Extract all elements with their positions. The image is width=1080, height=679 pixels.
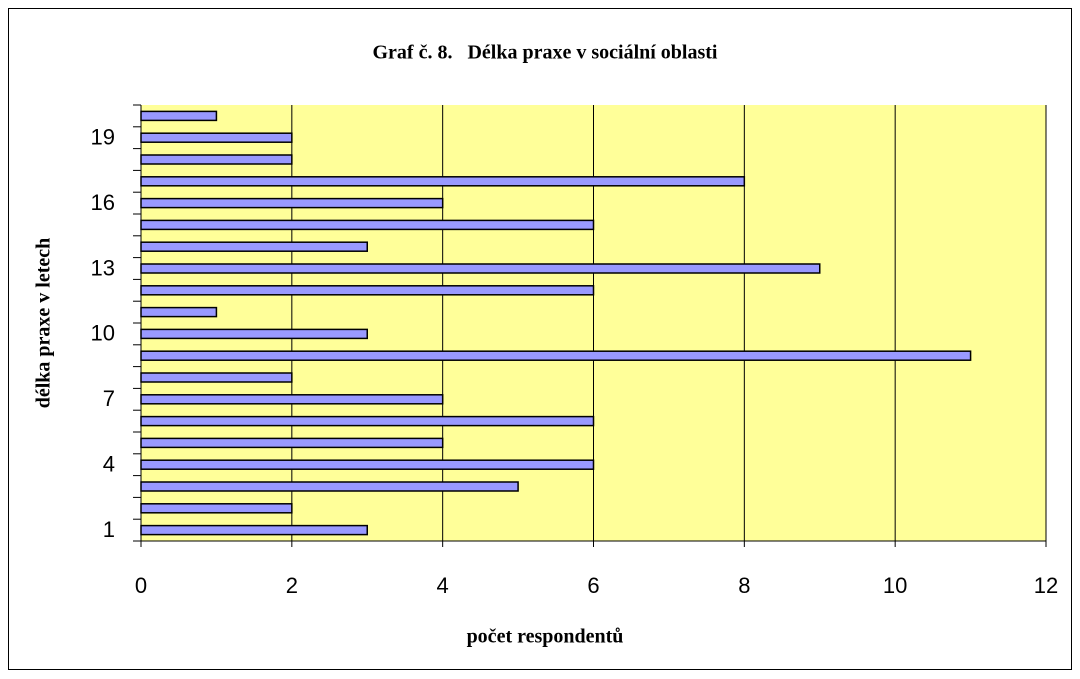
y-axis-label: délka praxe v letech: [33, 238, 55, 409]
x-tick-label: 8: [738, 573, 750, 598]
y-tick-label: 10: [91, 321, 115, 346]
y-tick-label: 19: [91, 125, 115, 150]
bar: [140, 394, 444, 405]
x-tick-label: 10: [883, 573, 907, 598]
bar: [140, 350, 972, 361]
bar: [140, 132, 293, 143]
y-tick-label: 1: [103, 517, 115, 542]
bar: [140, 459, 595, 470]
x-tick-label: 2: [286, 573, 298, 598]
bar: [140, 285, 595, 296]
bar: [140, 241, 368, 252]
x-tick-label: 0: [135, 573, 147, 598]
bar: [140, 197, 444, 209]
bar: [140, 372, 293, 383]
y-tick-label: 7: [103, 386, 115, 411]
x-tick-label: 6: [587, 573, 599, 598]
x-tick-label: 4: [437, 573, 449, 598]
bar: [140, 503, 293, 514]
bar: [140, 154, 293, 165]
bar: [140, 110, 218, 122]
bar: [140, 263, 821, 274]
bar: [140, 437, 444, 449]
bar: [140, 219, 595, 231]
bar: [140, 524, 368, 536]
y-tick-label: 16: [91, 190, 115, 215]
y-tick-label: 4: [103, 452, 115, 477]
x-tick-label: 12: [1034, 573, 1058, 598]
x-axis-label: počet respondentů: [467, 626, 624, 648]
bar: [140, 306, 218, 318]
chart-title: Graf č. 8. Délka praxe v sociální oblast…: [373, 42, 718, 64]
bar: [140, 415, 595, 427]
bar: [140, 328, 368, 340]
y-tick-label: 13: [91, 255, 115, 280]
bar: [140, 176, 746, 187]
bar: [140, 481, 519, 492]
